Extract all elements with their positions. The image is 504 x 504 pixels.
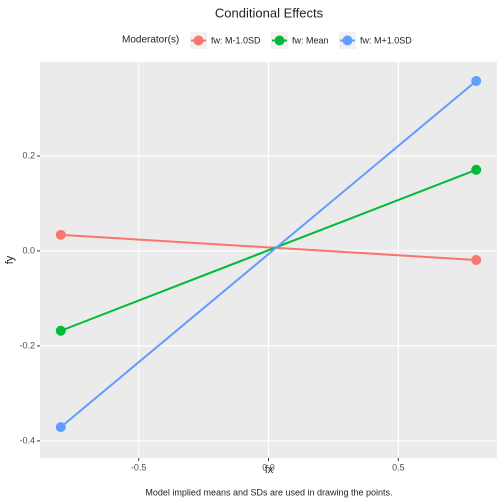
y-tick-label: -0.4 xyxy=(19,435,35,445)
legend-label: fw: M-1.0SD xyxy=(211,35,261,45)
legend-point xyxy=(193,35,204,46)
y-tick-label: 0.2 xyxy=(22,150,35,160)
x-tick-label: 0.5 xyxy=(392,462,405,472)
legend-title: Moderator(s) xyxy=(122,35,179,46)
x-tick-label: -0.5 xyxy=(131,462,147,472)
series-line xyxy=(60,168,477,332)
y-tick-label: -0.2 xyxy=(19,340,35,350)
x-tick-label: 0.0 xyxy=(262,462,275,472)
point xyxy=(55,229,66,240)
legend-label: fw: Mean xyxy=(292,35,329,45)
legend-label: fw: M+1.0SD xyxy=(360,35,412,45)
y-axis-label: fy xyxy=(4,255,16,264)
point xyxy=(55,422,66,433)
point xyxy=(471,255,482,265)
point xyxy=(55,325,66,336)
legend-point xyxy=(342,35,353,46)
series-line xyxy=(60,233,477,261)
series-line xyxy=(60,80,477,428)
chart-title: Conditional Effects xyxy=(215,5,324,20)
y-tick-label: 0.0 xyxy=(22,245,35,255)
point xyxy=(471,164,482,175)
point xyxy=(471,75,482,86)
legend-point xyxy=(274,35,285,46)
x-axis-label: fx xyxy=(265,464,274,476)
caption: Model implied means and SDs are used in … xyxy=(145,487,392,497)
